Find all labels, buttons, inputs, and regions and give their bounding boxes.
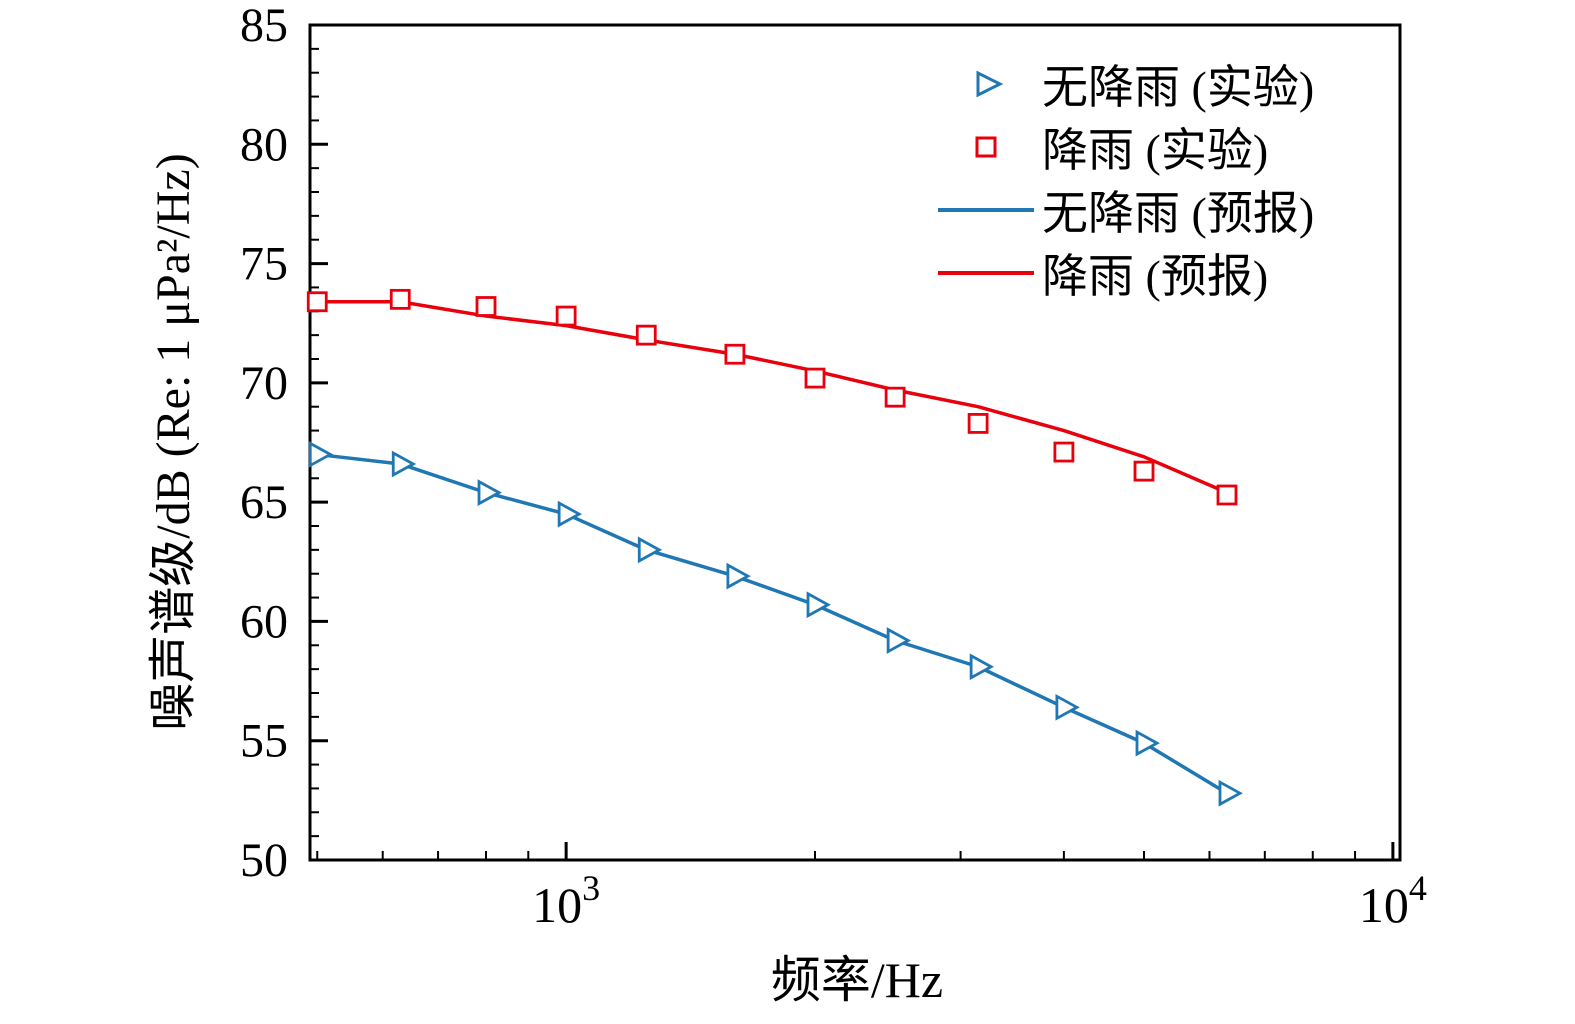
triangle-right-marker-icon	[969, 653, 995, 681]
y-ticks: 50 55 60 65 70 75 80 85	[240, 0, 328, 887]
triangle-right-marker-icon	[477, 479, 502, 506]
square-marker-icon	[930, 128, 1042, 166]
series-no-rain-prediction	[315, 452, 1229, 795]
y-tick-label: 55	[240, 715, 288, 768]
square-marker-icon	[967, 413, 989, 434]
square-marker-icon	[804, 367, 826, 389]
x-tick-label: 104	[1359, 868, 1427, 933]
legend-label: 无降雨 (实验)	[1042, 61, 1315, 113]
triangle-right-marker-icon	[391, 450, 417, 478]
square-marker-icon	[475, 296, 497, 317]
legend-label: 降雨 (预报)	[1042, 250, 1269, 302]
triangle-right-marker-icon	[1135, 729, 1160, 757]
x-axis-label: 频率/Hz	[770, 952, 944, 1008]
x-tick-label: 103	[532, 868, 600, 933]
y-tick-label: 70	[240, 357, 288, 410]
square-marker-icon	[1216, 484, 1238, 506]
y-axis-label: 噪声谱级/dB (Re: 1 μPa²/Hz)	[147, 153, 200, 731]
triangle-right-marker-icon	[930, 65, 1042, 103]
triangle-right-marker-icon	[308, 441, 334, 468]
y-tick-label: 50	[240, 834, 288, 887]
legend-item-no-rain-prediction: 无降雨 (预报)	[930, 178, 1314, 241]
y-tick-label: 85	[240, 0, 288, 52]
triangle-right-marker-icon	[886, 627, 912, 654]
square-marker-icon	[389, 288, 411, 310]
triangle-right-marker-icon	[726, 562, 751, 590]
red-line-sample-icon	[930, 254, 1042, 292]
square-marker-icon	[1053, 441, 1075, 463]
legend-item-rain-experiment: 降雨 (实验)	[930, 115, 1314, 178]
legend-item-no-rain-experiment: 无降雨 (实验)	[930, 52, 1314, 115]
square-marker-icon	[306, 291, 328, 313]
x-ticks: 103 104	[532, 842, 1427, 933]
square-marker-icon	[555, 305, 577, 327]
y-tick-label: 60	[240, 595, 288, 648]
legend-label: 无降雨 (预报)	[1042, 187, 1315, 239]
square-marker-icon	[884, 386, 906, 408]
y-tick-label: 75	[240, 238, 288, 291]
legend-label: 降雨 (实验)	[1042, 124, 1269, 176]
series-rain-experiment	[306, 288, 1238, 506]
series-no-rain-experiment	[308, 441, 1243, 807]
series-rain-prediction	[315, 299, 1229, 495]
y-tick-label: 65	[240, 476, 288, 529]
square-marker-icon	[635, 324, 657, 346]
legend: 无降雨 (实验) 降雨 (实验) 无降雨 (预报)	[930, 52, 1314, 304]
triangle-right-marker-icon	[1218, 779, 1243, 807]
triangle-right-marker-icon	[806, 591, 831, 619]
square-marker-icon	[1133, 460, 1155, 482]
triangle-right-marker-icon	[1055, 693, 1080, 721]
y-tick-label: 80	[240, 118, 288, 171]
legend-item-rain-prediction: 降雨 (预报)	[930, 241, 1314, 304]
triangle-right-marker-icon	[557, 500, 583, 528]
x-minor-ticks	[316, 851, 1357, 860]
blue-line-sample-icon	[930, 191, 1042, 229]
triangle-right-marker-icon	[637, 536, 663, 564]
square-marker-icon	[724, 343, 746, 365]
